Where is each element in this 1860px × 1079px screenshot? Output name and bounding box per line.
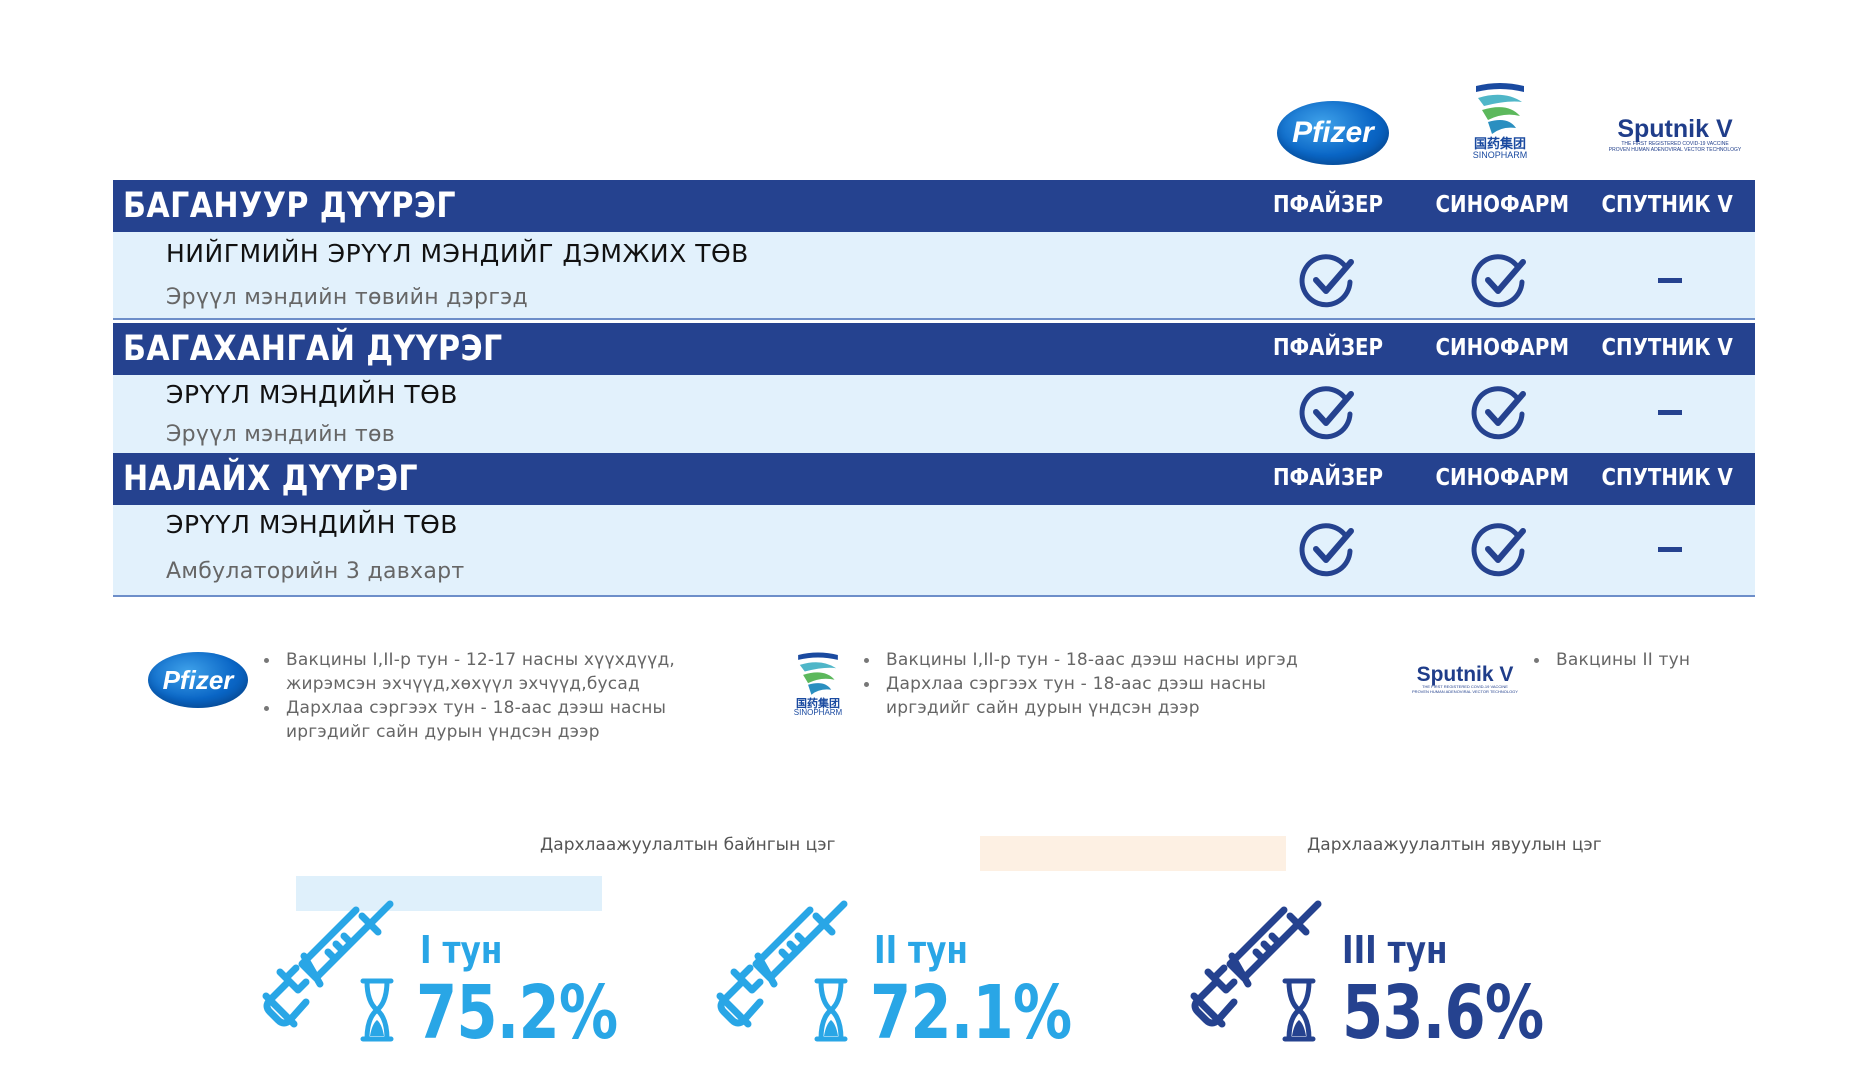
check-icon (1299, 386, 1354, 440)
hourglass-icon (1282, 978, 1316, 1042)
district-header: БАГАНУУР ДҮҮРЭГ ПФАЙЗЕР СИНОФАРМ СПУТНИК… (113, 180, 1755, 232)
column-header-sinopharm: СИНОФАРМ (1435, 335, 1570, 361)
site-name: ЭРҮҮЛ МЭНДИЙН ТӨВ (166, 380, 458, 409)
site-name: ЭРҮҮЛ МЭНДИЙН ТӨВ (166, 510, 458, 539)
sputnik-sub2-text: PROVEN HUMAN ADENOVIRAL VECTOR TECHNOLOG… (1608, 146, 1742, 153)
site-row: НИЙГМИЙН ЭРҮҮЛ МЭНДИЙГ ДЭМЖИХ ТӨВ Эрүүл … (113, 232, 1755, 320)
sinopharm-legend-en: SINOPHARM (793, 708, 843, 717)
check-icon (1299, 523, 1354, 577)
fixed-point-caption: Дархлаажуулалтын байнгын цэг (540, 835, 836, 855)
check-icon (1299, 254, 1354, 308)
site-row: ЭРҮҮЛ МЭНДИЙН ТӨВ Амбулаторийн 3 давхарт (113, 505, 1755, 597)
sputnik-legend-logo: Sputnik V THE FIRST REGISTERED COVID-19 … (1400, 664, 1530, 694)
legend-item: Дархлаа сэргээх тун - 18-аас дээш насны (264, 696, 704, 720)
dash-icon (1658, 278, 1682, 283)
syringe-icon (1190, 900, 1322, 1028)
dose-label: III тун (1342, 928, 1448, 972)
sputnik-legend-sub1: THE FIRST REGISTERED COVID-19 VACCINE (1422, 684, 1508, 689)
sputnik-logo: Sputnik V THE FIRST REGISTERED COVID-19 … (1600, 117, 1750, 154)
sputnik-legend: Вакцины II тун (1534, 648, 1774, 672)
pfizer-legend: Вакцины I,II-р тун - 12-17 насны хүүхдүү… (264, 648, 704, 744)
sinopharm-legend-cn: 国药集团 (796, 697, 840, 710)
site-location: Эрүүл мэндийн төвийн дэргэд (166, 285, 529, 310)
sinopharm-legend-logo: 国药集团 SINOPHARM (786, 650, 850, 718)
column-header-sinopharm: СИНОФАРМ (1435, 192, 1570, 218)
district-name: БАГАХАНГАЙ ДҮҮРЭГ (123, 329, 503, 369)
district-name: БАГАНУУР ДҮҮРЭГ (123, 186, 457, 226)
legend-item: Дархлаа сэргээх тун - 18-аас дээш насны (864, 672, 1304, 696)
column-header-pfizer: ПФАЙЗЕР (1272, 335, 1384, 361)
dose-percent: 75.2% (416, 970, 618, 1056)
check-icon (1471, 523, 1526, 577)
dash-icon (1658, 547, 1682, 552)
sinopharm-legend-emblem-icon (798, 652, 838, 695)
syringe-icon (262, 900, 394, 1028)
sinopharm-logo: 国药集团 SINOPHARM (1460, 80, 1540, 161)
dash-icon (1658, 410, 1682, 415)
site-location: Амбулаторийн 3 давхарт (166, 559, 465, 584)
column-header-sputnik: СПУТНИК V (1601, 465, 1733, 491)
site-name: НИЙГМИЙН ЭРҮҮЛ МЭНДИЙГ ДЭМЖИХ ТӨВ (166, 239, 749, 268)
dose-percent: 72.1% (870, 970, 1072, 1056)
site-location: Эрүүл мэндийн төв (166, 422, 395, 447)
sinopharm-en-text: SINOPHARM (1472, 150, 1528, 160)
pfizer-logo-text: Pfizer (1292, 116, 1374, 149)
legend-item-cont: жирэмсэн эхчүүд,хөхүүл эхчүүд,бусад (286, 674, 640, 694)
check-icon (1471, 254, 1526, 308)
legend-item-cont: иргэдийг сайн дурын үндсэн дээр (886, 698, 1200, 718)
sinopharm-legend: Вакцины I,II-р тун - 18-аас дээш насны и… (864, 648, 1304, 720)
pfizer-legend-logo: Pfizer (148, 652, 248, 708)
hourglass-icon (360, 978, 394, 1042)
sinopharm-emblem-icon (1476, 83, 1524, 134)
mobile-point-swatch (980, 836, 1286, 871)
district-name: НАЛАЙХ ДҮҮРЭГ (123, 459, 418, 499)
legend-item-cont: иргэдийг сайн дурын үндсэн дээр (286, 722, 600, 742)
legend-item: Вакцины I,II-р тун - 18-аас дээш насны и… (864, 648, 1304, 672)
column-header-sputnik: СПУТНИК V (1601, 335, 1733, 361)
column-header-pfizer: ПФАЙЗЕР (1272, 465, 1384, 491)
sinopharm-cn-text: 国药集团 (1473, 137, 1526, 152)
fixed-point-swatch (296, 876, 602, 911)
syringe-icon (716, 900, 848, 1028)
sputnik-sub1-text: THE FIRST REGISTERED COVID-19 VACCINE (1621, 141, 1729, 147)
legend-item: Вакцины II тун (1534, 648, 1774, 672)
sputnik-legend-sub2: PROVEN HUMAN ADENOVIRAL VECTOR TECHNOLOG… (1412, 688, 1518, 694)
hourglass-icon (814, 978, 848, 1042)
site-row: ЭРҮҮЛ МЭНДИЙН ТӨВ Эрүүл мэндийн төв (113, 375, 1755, 453)
pfizer-legend-logo-text: Pfizer (162, 664, 234, 695)
dose-label: I тун (420, 928, 503, 972)
sputnik-name-text: Sputnik V (1617, 115, 1733, 143)
dose-percent: 53.6% (1342, 970, 1544, 1056)
check-icon (1471, 386, 1526, 440)
dose-label: II тун (874, 928, 968, 972)
sputnik-legend-name: Sputnik V (1416, 663, 1514, 686)
legend-item: Вакцины I,II-р тун - 12-17 насны хүүхдүү… (264, 648, 704, 672)
district-header: НАЛАЙХ ДҮҮРЭГ ПФАЙЗЕР СИНОФАРМ СПУТНИК V (113, 453, 1755, 505)
mobile-point-caption: Дархлаажуулалтын явуулын цэг (1307, 835, 1602, 855)
column-header-pfizer: ПФАЙЗЕР (1272, 192, 1384, 218)
pfizer-logo: Pfizer (1277, 101, 1389, 165)
column-header-sinopharm: СИНОФАРМ (1435, 465, 1570, 491)
district-header: БАГАХАНГАЙ ДҮҮРЭГ ПФАЙЗЕР СИНОФАРМ СПУТН… (113, 323, 1755, 375)
column-header-sputnik: СПУТНИК V (1601, 192, 1733, 218)
